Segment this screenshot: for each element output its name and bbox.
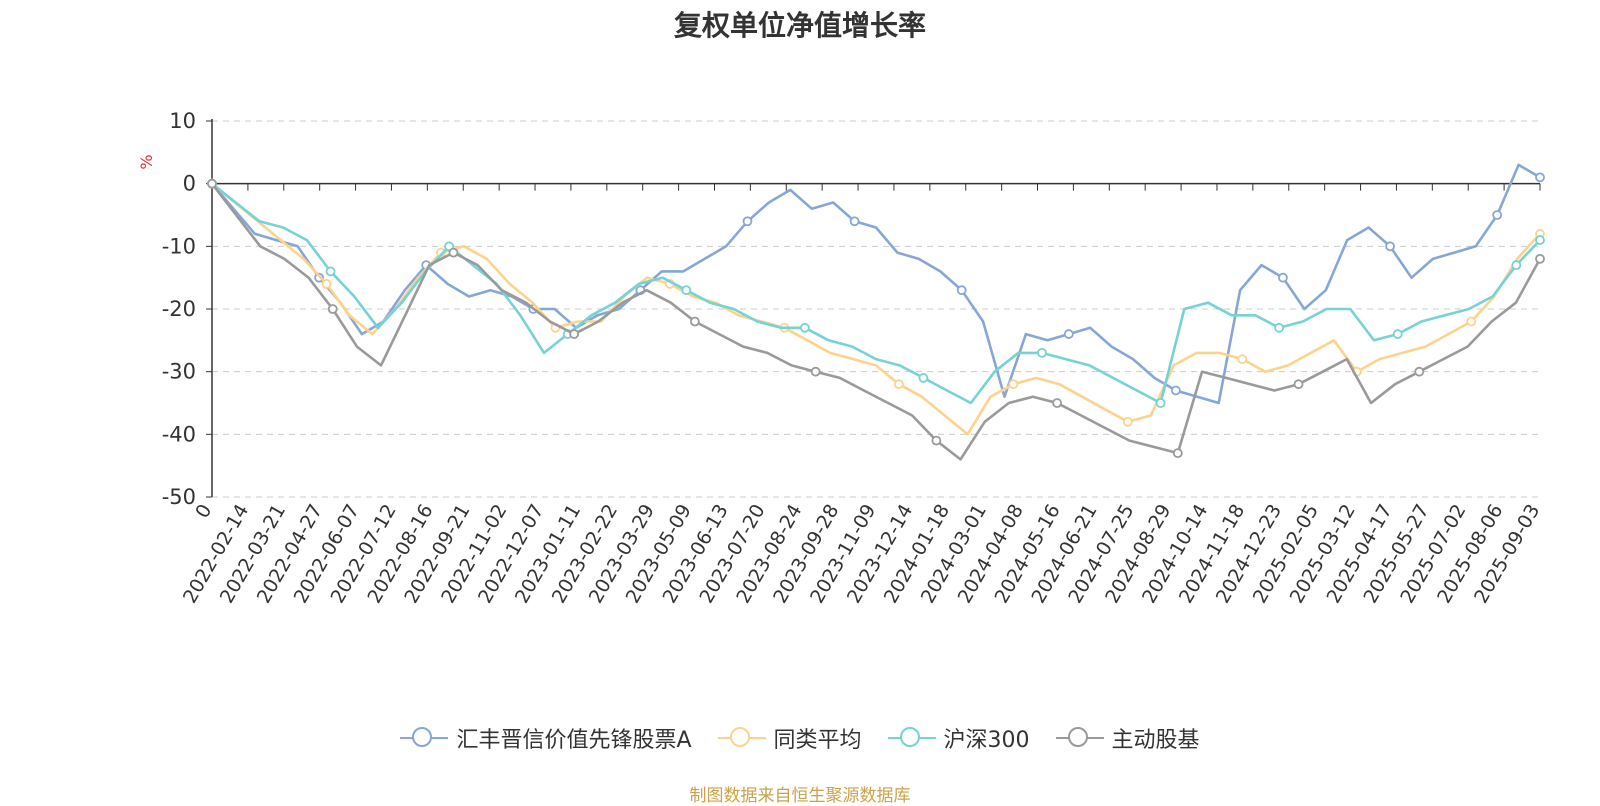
legend-label: 沪深300 — [943, 728, 1030, 753]
series-point[interactable] — [893, 379, 904, 390]
y-tick-label: -10 — [162, 234, 196, 258]
legend-label: 主动股基 — [1111, 728, 1200, 753]
series-point[interactable] — [1274, 322, 1285, 333]
series-line — [211, 182, 1541, 436]
series-point[interactable] — [1535, 235, 1545, 245]
y-tick-label: -30 — [162, 360, 196, 384]
series-point[interactable] — [1492, 210, 1503, 220]
series-point[interactable] — [207, 178, 217, 189]
legend-label: 汇丰晋信价值先锋股票A — [456, 728, 692, 753]
series-2 — [207, 178, 1545, 408]
series-point[interactable] — [1392, 329, 1403, 339]
series-point[interactable] — [918, 373, 929, 383]
y-tick-label: 0 — [183, 172, 196, 196]
legend: 汇丰晋信价值先锋股票A 同类平均 沪深300 主动股基 — [0, 722, 1600, 754]
y-axis-label: % — [137, 154, 156, 169]
legend-item[interactable]: 沪深300 — [887, 722, 1030, 754]
series-point[interactable] — [1122, 416, 1133, 427]
series-point[interactable] — [1037, 347, 1047, 358]
series-point[interactable] — [1278, 272, 1288, 283]
series-point[interactable] — [1466, 316, 1477, 327]
series-point[interactable] — [1535, 253, 1545, 264]
series-point[interactable] — [1170, 385, 1181, 396]
legend-swatch-icon — [1055, 727, 1104, 748]
series-point[interactable] — [569, 329, 580, 339]
series-point[interactable] — [1172, 448, 1183, 459]
y-tick-label: -40 — [162, 422, 196, 446]
series-point[interactable] — [325, 266, 336, 277]
series-lines — [207, 163, 1545, 461]
series-point[interactable] — [742, 216, 753, 227]
legend-swatch-icon — [887, 727, 936, 748]
grid-lines — [212, 120, 1540, 498]
series-point[interactable] — [1052, 398, 1062, 408]
series-point[interactable] — [690, 316, 700, 327]
series-point[interactable] — [1511, 260, 1522, 271]
legend-item[interactable]: 汇丰晋信价值先锋股票A — [400, 722, 692, 754]
legend-item[interactable]: 主动股基 — [1055, 722, 1200, 754]
series-point[interactable] — [1293, 379, 1304, 390]
series-line — [210, 182, 1542, 461]
series-point[interactable] — [956, 285, 967, 296]
x-tick-label: 0 — [191, 501, 216, 522]
series-point[interactable] — [1535, 172, 1545, 183]
series-point[interactable] — [799, 322, 810, 333]
source-note: 制图数据来自恒生聚源数据库 — [689, 786, 911, 806]
series-point[interactable] — [448, 247, 459, 258]
series-point[interactable] — [1008, 379, 1019, 390]
y-axis-ticks: 10 0 -10 -20 -30 -40 -50 — [162, 109, 212, 509]
series-point[interactable] — [1063, 329, 1074, 339]
legend-swatch-icon — [400, 727, 449, 748]
legend-swatch-icon — [717, 727, 766, 748]
series-point[interactable] — [1385, 241, 1395, 252]
chart-title: 复权单位净值增长率 — [673, 9, 926, 42]
series-point[interactable] — [810, 366, 821, 377]
series-line — [211, 182, 1541, 405]
series-line — [211, 163, 1541, 405]
series-0 — [207, 163, 1545, 405]
series-point[interactable] — [1414, 366, 1425, 377]
series-point[interactable] — [321, 279, 332, 289]
y-tick-label: -20 — [162, 297, 196, 321]
series-point[interactable] — [1155, 398, 1166, 408]
legend-item[interactable]: 同类平均 — [717, 722, 862, 754]
series-point[interactable] — [681, 285, 692, 296]
y-tick-label: 10 — [169, 109, 196, 133]
series-point[interactable] — [931, 435, 942, 446]
series-3 — [207, 178, 1545, 461]
series-point[interactable] — [1237, 354, 1248, 365]
legend-label: 同类平均 — [773, 728, 862, 753]
series-point[interactable] — [849, 216, 860, 227]
series-point[interactable] — [327, 304, 338, 314]
y-tick-label: -50 — [162, 485, 196, 509]
